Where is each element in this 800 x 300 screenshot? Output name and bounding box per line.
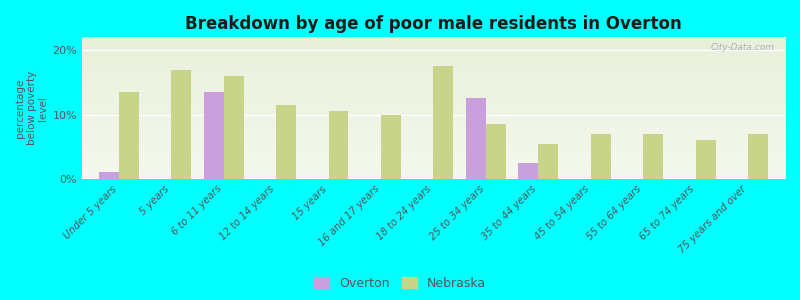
Bar [696,140,716,179]
Bar [486,124,506,179]
Bar [434,66,454,179]
Bar [98,172,118,179]
Bar [466,98,486,179]
Text: City-Data.com: City-Data.com [710,43,774,52]
Bar [224,76,243,179]
Bar [381,115,401,179]
Bar [518,163,538,179]
Bar [643,134,663,179]
Bar [204,92,224,179]
Bar [276,105,296,179]
Bar [591,134,611,179]
Bar [118,92,138,179]
Bar [538,143,558,179]
Legend: Overton, Nebraska: Overton, Nebraska [310,273,490,294]
Title: Breakdown by age of poor male residents in Overton: Breakdown by age of poor male residents … [185,15,682,33]
Bar [748,134,768,179]
Bar [171,70,191,179]
Bar [329,111,349,179]
Y-axis label: percentage
below poverty
level: percentage below poverty level [15,71,48,145]
